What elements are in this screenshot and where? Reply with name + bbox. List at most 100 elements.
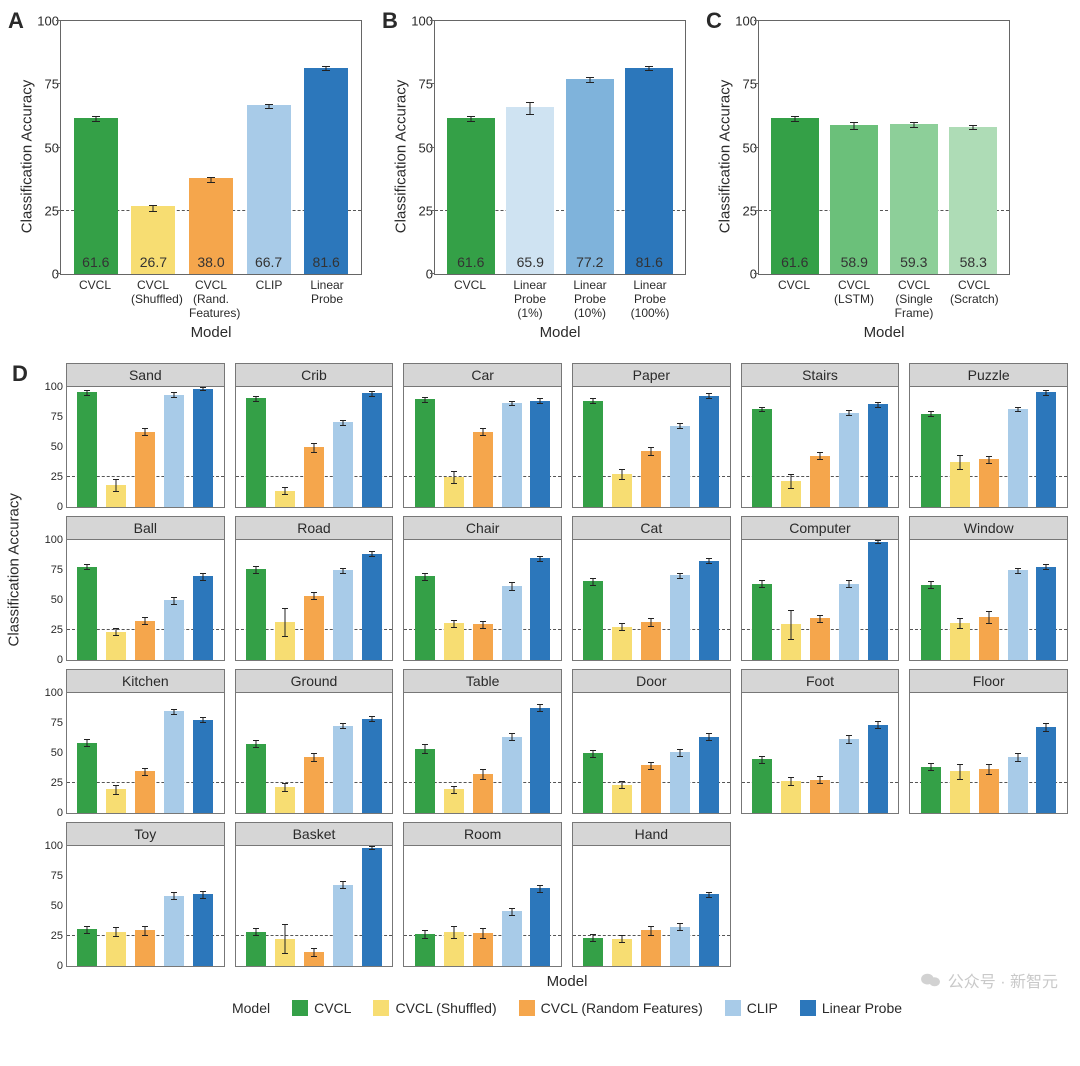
facet-bars bbox=[910, 540, 1067, 660]
facet-plot bbox=[573, 693, 730, 813]
bar-slot: 81.6 bbox=[625, 21, 673, 274]
bar bbox=[641, 451, 661, 507]
bar-slot bbox=[415, 693, 435, 813]
bar-slot bbox=[868, 540, 888, 660]
legend-swatch bbox=[725, 1000, 741, 1016]
bar: 77.2 bbox=[566, 79, 614, 274]
y-tick-label: 100 bbox=[403, 14, 433, 29]
bar bbox=[444, 623, 464, 660]
bar-slot bbox=[333, 540, 353, 660]
bar bbox=[699, 561, 719, 661]
bar bbox=[670, 927, 690, 967]
facet-plot bbox=[236, 540, 393, 660]
bar-slot bbox=[670, 540, 690, 660]
y-tick-label: 100 bbox=[33, 687, 63, 699]
y-tick-label: 50 bbox=[403, 140, 433, 155]
x-ticks: CVCLLinearProbe(1%)LinearProbe(10%)Linea… bbox=[434, 275, 686, 320]
facet: Computer bbox=[741, 516, 900, 661]
bar-slot bbox=[135, 693, 155, 813]
facet: Paper bbox=[572, 363, 731, 508]
panel-d: D Classification Accuracy Sand0255075100… bbox=[12, 363, 1068, 1016]
bars-area: 61.626.738.066.781.6 bbox=[61, 21, 361, 274]
bar-slot bbox=[583, 846, 603, 966]
bar bbox=[304, 447, 324, 507]
chart-area: Classification Accuracy025507510061.626.… bbox=[60, 20, 362, 275]
y-tick-label: 100 bbox=[727, 14, 757, 29]
legend-label: CVCL bbox=[314, 1000, 351, 1016]
x-tick-label: LinearProbe bbox=[305, 275, 349, 320]
bar bbox=[781, 781, 801, 813]
bar bbox=[502, 586, 522, 660]
y-tick-label: 75 bbox=[29, 77, 59, 92]
bar-slot bbox=[752, 387, 772, 507]
facet-title: Paper bbox=[573, 364, 730, 387]
bar-slot bbox=[473, 846, 493, 966]
bar bbox=[415, 934, 435, 966]
bar-value: 38.0 bbox=[197, 254, 224, 270]
facet-title: Chair bbox=[404, 517, 561, 540]
facet: Puzzle bbox=[909, 363, 1068, 508]
x-tick-label: LinearProbe(10%) bbox=[566, 275, 614, 320]
x-ticks: CVCLCVCL(LSTM)CVCL(SingleFrame)CVCL(Scra… bbox=[758, 275, 1010, 320]
y-tick-label: 0 bbox=[33, 501, 63, 513]
bar-slot bbox=[979, 540, 999, 660]
bar-slot bbox=[699, 846, 719, 966]
bar-value: 65.9 bbox=[517, 254, 544, 270]
bar-slot bbox=[1036, 693, 1056, 813]
bar-slot bbox=[921, 387, 941, 507]
facet-title: Car bbox=[404, 364, 561, 387]
legend-item: CVCL bbox=[292, 1000, 351, 1016]
bar-slot bbox=[583, 693, 603, 813]
facet-bars bbox=[742, 540, 899, 660]
top-panels-row: AClassification Accuracy025507510061.626… bbox=[12, 12, 1068, 341]
bar bbox=[135, 621, 155, 661]
bar-slot bbox=[77, 693, 97, 813]
facet-bars bbox=[573, 693, 730, 813]
bar-slot bbox=[810, 540, 830, 660]
bar-slot bbox=[415, 540, 435, 660]
bar bbox=[583, 401, 603, 508]
y-tick-label: 50 bbox=[33, 441, 63, 453]
bar-slot bbox=[921, 693, 941, 813]
legend-label: CLIP bbox=[747, 1000, 778, 1016]
x-axis-label: Model bbox=[758, 324, 1010, 341]
bar bbox=[164, 896, 184, 967]
y-tick-label: 0 bbox=[727, 267, 757, 282]
facet-title: Ball bbox=[67, 517, 224, 540]
bar-slot bbox=[502, 693, 522, 813]
bar-slot bbox=[612, 693, 632, 813]
bar-slot bbox=[304, 693, 324, 813]
bar bbox=[333, 570, 353, 660]
facet-bars bbox=[404, 693, 561, 813]
x-ticks: CVCLCVCL(Shuffled)CVCL(Rand.Features)CLI… bbox=[60, 275, 362, 320]
bar: 59.3 bbox=[890, 124, 938, 274]
facet: Chair bbox=[403, 516, 562, 661]
bar-slot bbox=[473, 540, 493, 660]
facet-title: Floor bbox=[910, 670, 1067, 693]
bar bbox=[612, 627, 632, 661]
y-tick-label: 50 bbox=[727, 140, 757, 155]
bar-slot bbox=[868, 693, 888, 813]
facet: Room bbox=[403, 822, 562, 967]
bar bbox=[473, 774, 493, 814]
bar-slot bbox=[1036, 540, 1056, 660]
bar-slot bbox=[979, 387, 999, 507]
bar-slot bbox=[1008, 693, 1028, 813]
watermark: 公众号 · 新智元 bbox=[920, 968, 1058, 992]
bar-slot bbox=[1008, 540, 1028, 660]
bar-slot bbox=[502, 540, 522, 660]
y-tick-label: 0 bbox=[33, 654, 63, 666]
bar: 81.6 bbox=[625, 68, 673, 274]
bar-slot bbox=[839, 387, 859, 507]
facet-bars bbox=[573, 846, 730, 966]
bar-value: 58.9 bbox=[841, 254, 868, 270]
bar bbox=[473, 624, 493, 660]
bar-slot bbox=[246, 387, 266, 507]
facet: Crib bbox=[235, 363, 394, 508]
bar-slot bbox=[583, 540, 603, 660]
bars-area: 61.658.959.358.3 bbox=[759, 21, 1009, 274]
bar-slot bbox=[444, 846, 464, 966]
bar bbox=[77, 929, 97, 966]
bar-slot bbox=[612, 540, 632, 660]
facet-bars bbox=[67, 387, 224, 507]
